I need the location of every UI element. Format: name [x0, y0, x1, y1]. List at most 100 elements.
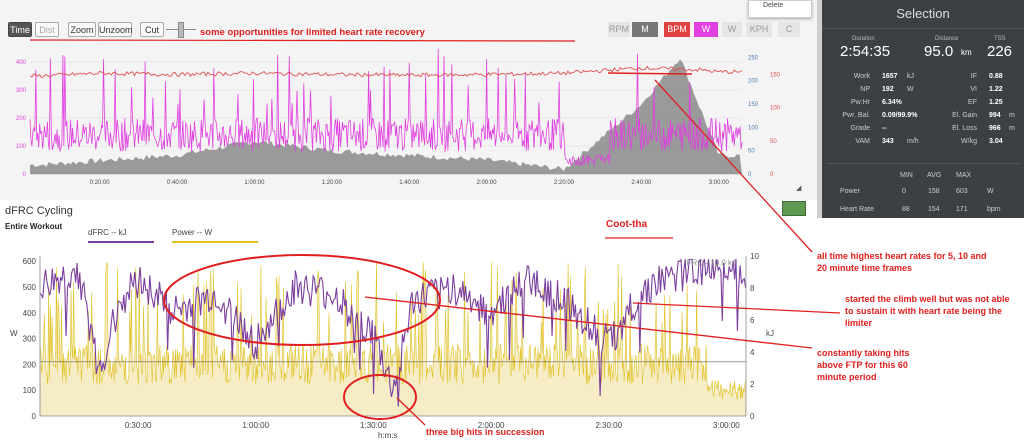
annotation-ftp-note: constantly taking hits above FTP for thi…	[817, 348, 910, 382]
metric-value: 6.34%	[882, 99, 902, 106]
tss-value: 226	[987, 43, 1013, 60]
metric-label: NP	[860, 86, 870, 93]
table-header: MIN	[900, 172, 913, 179]
x-tick-label: 1:00:00	[242, 421, 269, 430]
time-button[interactable]: Time	[8, 22, 32, 37]
y-right-axis-title: kJ	[766, 329, 774, 338]
metric-label: Grade	[850, 125, 870, 132]
top-chart-svg[interactable]: 0:20:00 0:40:00 1:00:00 1:20:00 1:40:00 2:00:…	[0, 42, 817, 200]
metric-value: 3.04	[989, 138, 1003, 145]
metric-button-5[interactable]: KPH	[746, 22, 772, 37]
dist-button[interactable]: Dist	[35, 22, 59, 37]
legend-dfrc-label: dFRC -- kJ	[88, 228, 127, 237]
top-x-tick-label: 0:40:00	[167, 180, 188, 186]
metric-value: 1.25	[989, 99, 1003, 106]
x-tick-label: 1:30:00	[360, 421, 387, 430]
elevation-axis-tick: 0	[748, 172, 752, 178]
heart-rate-line	[29, 65, 743, 79]
power-axis-tick: 100	[16, 144, 27, 150]
y-right-tick-label: 4	[750, 348, 755, 357]
cut-slider-handle[interactable]	[178, 22, 184, 38]
metric-value: 343	[882, 138, 894, 145]
table-cell-max: 171	[956, 206, 968, 213]
power-axis-tick: 200	[16, 116, 27, 122]
metric-value: --	[882, 125, 887, 132]
annotation-center-title: Coot-tha	[606, 219, 648, 230]
power-axis-tick: 300	[16, 88, 27, 94]
y-left-axis-title: W	[10, 329, 18, 338]
x-tick-label: 3:00:00	[713, 421, 740, 430]
distance-value: 95.0	[924, 43, 954, 60]
tss-label: TSS	[994, 36, 1006, 42]
elevation-axis-tick: 150	[748, 102, 759, 108]
table-cell-label: Heart Rate	[840, 206, 874, 213]
metric-unit: m/h	[907, 138, 919, 145]
legend-power-label: Power -- W	[172, 228, 212, 237]
y-left-tick-label: 500	[23, 283, 37, 292]
metric-value: 0.09/99.9%	[882, 112, 918, 119]
annotation-top-note: some opportunities for limited heart rat…	[200, 27, 425, 38]
top-x-tick-label: 1:40:00	[399, 180, 420, 186]
table-cell-unit: bpm	[987, 206, 1001, 213]
metric-unit: W	[907, 86, 914, 93]
metric-button-4[interactable]: W	[722, 22, 742, 37]
unzoom-button[interactable]: Unzoom	[98, 22, 133, 37]
table-cell-min: 88	[902, 206, 910, 213]
table-cell-unit: W	[987, 188, 994, 195]
metric-button-2[interactable]: BPM	[664, 22, 690, 37]
elevation-axis-tick: 200	[748, 79, 759, 85]
metric-label: VI	[970, 86, 977, 93]
frc-label: FRC - 10.0 kJ	[687, 259, 736, 268]
green-tab-button[interactable]	[782, 201, 806, 216]
table-cell-avg: 158	[928, 188, 940, 195]
top-x-tick-label: 2:40:00	[631, 180, 652, 186]
delete-label[interactable]: Delete	[763, 2, 784, 9]
top-x-tick-label: 2:20:00	[554, 180, 575, 186]
metric-label: VAM	[855, 138, 870, 145]
metric-label: Work	[853, 73, 870, 80]
metric-label: Pwr. Bal.	[842, 112, 870, 119]
y-right-tick-label: 8	[750, 284, 755, 293]
chart-options-icon[interactable]: ◢	[796, 185, 802, 192]
x-tick-label: 2:00:00	[478, 421, 505, 430]
top-x-tick-label: 1:00:00	[244, 180, 265, 186]
delete-popover[interactable]: Delete	[748, 0, 812, 18]
dfrc-chart-svg[interactable]: 600 500 400 300 200 100 0 10 8 6 4 2 0 0:30:00 1:00:00…	[0, 238, 780, 444]
metric-label: El. Gain	[952, 112, 977, 119]
metric-button-3[interactable]: W	[694, 22, 718, 37]
cut-button[interactable]: Cut	[140, 22, 164, 37]
zoom-button[interactable]: Zoom	[68, 22, 96, 37]
legend-power: Power -- W	[172, 222, 258, 243]
heart-rate-axis-tick: 100	[770, 106, 781, 112]
metric-button-6[interactable]: C	[778, 22, 800, 37]
table-header: AVG	[927, 172, 942, 179]
annotation-climb-note: started the climb well but was not able …	[845, 294, 1010, 328]
metric-value: 192	[882, 86, 894, 93]
y-left-tick-label: 300	[23, 335, 37, 344]
metric-label: El. Loss	[952, 125, 977, 132]
dfrc-title: dFRC Cycling	[5, 205, 73, 217]
metric-button-1[interactable]: M	[632, 22, 658, 37]
y-left-tick-label: 400	[23, 309, 37, 318]
table-header: MAX	[956, 172, 972, 179]
metric-value: 0.88	[989, 73, 1003, 80]
y-right-tick-label: 10	[750, 252, 759, 261]
heart-rate-axis-tick: 150	[770, 73, 781, 79]
top-x-tick-label: 1:20:00	[322, 180, 343, 186]
table-cell-label: Power	[840, 188, 860, 195]
power-axis-tick: 400	[16, 60, 27, 66]
power-line	[39, 261, 747, 400]
elevation-area	[30, 59, 742, 174]
metric-button-0[interactable]: RPM	[608, 22, 630, 37]
elevation-axis-tick: 100	[748, 125, 759, 131]
top-x-tick-label: 0:20:00	[90, 180, 111, 186]
power-fill	[40, 261, 746, 416]
scrollbar[interactable]	[817, 0, 822, 218]
x-tick-label: 0:30:00	[125, 421, 152, 430]
duration-label: Duration	[852, 36, 875, 42]
distance-label: Distance	[935, 36, 959, 42]
x-axis-title: h:m:s	[378, 431, 398, 440]
metric-label: EF	[968, 99, 977, 106]
metric-label: Pw:Hr	[850, 99, 870, 106]
annotation-hits-note: three big hits in succession	[426, 427, 545, 437]
